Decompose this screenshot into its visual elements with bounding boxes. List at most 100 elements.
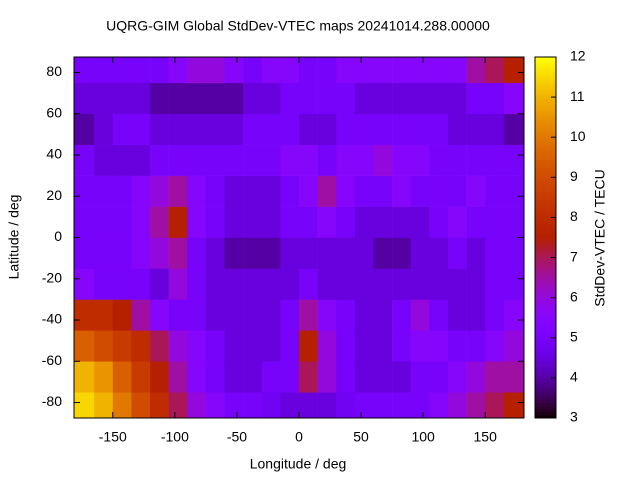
colorbar-swatch (535, 120, 556, 124)
colorbar-swatch (535, 414, 556, 419)
heat-cell (74, 82, 95, 115)
heat-cell (336, 268, 356, 300)
colorbar-tick-label: 4 (570, 369, 578, 385)
heat-cell (150, 57, 169, 84)
heat-cell (447, 330, 467, 362)
heat-cell (354, 82, 374, 115)
colorbar-swatch (535, 255, 556, 259)
colorbar-swatch (535, 333, 556, 338)
heat-cell (336, 299, 356, 331)
colorbar-swatch (535, 75, 556, 79)
colorbar-swatch (535, 384, 556, 389)
heat-cell (485, 113, 505, 145)
heat-cell (503, 175, 525, 207)
heat-cell (74, 113, 95, 145)
colorbar-swatch (535, 117, 556, 121)
heat-cell (392, 144, 412, 176)
colorbar-swatch (535, 258, 556, 262)
colorbar-swatch (535, 198, 556, 202)
colorbar-swatch (535, 213, 556, 217)
heat-cell (168, 330, 188, 362)
heat-cell (373, 57, 393, 84)
colorbar-tick-label: 6 (570, 288, 578, 304)
colorbar-swatch (535, 294, 556, 299)
heat-cell (317, 330, 337, 362)
colorbar-swatch (535, 315, 556, 320)
heat-cell (261, 268, 281, 300)
heat-cell (354, 361, 374, 393)
heat-cell (187, 57, 207, 84)
colorbar-swatch (535, 129, 556, 133)
colorbar-swatch (535, 285, 556, 290)
colorbar-swatch (535, 165, 556, 169)
x-tick-label: 100 (411, 429, 435, 445)
heat-cell (94, 206, 114, 238)
heat-cell (150, 330, 169, 362)
heat-cell (131, 82, 151, 115)
heat-cell (150, 144, 169, 176)
heat-cell (429, 175, 449, 207)
colorbar-swatch (535, 309, 556, 314)
heat-cell (187, 330, 207, 362)
heat-cell (373, 82, 393, 115)
heat-cell (317, 299, 337, 331)
colorbar-swatch (535, 270, 556, 274)
x-tick-label: -150 (99, 429, 127, 445)
colorbar-swatch (535, 228, 556, 232)
chart-title: UQRG-GIM Global StdDev-VTEC maps 2024101… (106, 18, 490, 34)
heat-cell (280, 237, 300, 269)
colorbar-swatch (535, 141, 556, 145)
colorbar-swatch (535, 225, 556, 229)
heat-cell (354, 175, 374, 207)
heat-cell (336, 82, 356, 115)
heat-cell (94, 113, 114, 145)
colorbar-swatch (535, 348, 556, 353)
heat-cell (392, 268, 412, 300)
colorbar-swatch (535, 240, 556, 244)
heat-cell (150, 392, 169, 419)
colorbar-swatch (535, 99, 556, 103)
colorbar-swatch (535, 336, 556, 341)
heat-cell (466, 299, 486, 331)
heat-cell (317, 361, 337, 393)
colorbar-swatch (535, 66, 556, 70)
colorbar-tick-label: 5 (570, 328, 578, 344)
heat-cell (299, 361, 318, 393)
heat-cell (243, 82, 263, 115)
heat-cell (410, 268, 430, 300)
heat-cell (224, 268, 244, 300)
y-tick-label: 20 (46, 187, 62, 203)
heat-cell (74, 237, 95, 269)
colorbar-swatch (535, 93, 556, 97)
colorbar-swatch (535, 234, 556, 238)
colorbar-swatch (535, 396, 556, 401)
heat-cell (299, 175, 318, 207)
heat-cell (354, 330, 374, 362)
heat-cell (373, 268, 393, 300)
heat-cell (392, 299, 412, 331)
heat-cell (485, 330, 505, 362)
heat-cell (429, 237, 449, 269)
heat-cell (74, 299, 95, 331)
colorbar-swatch (535, 105, 556, 109)
heat-cell (392, 57, 412, 84)
heat-cell (74, 57, 95, 84)
heat-cell (410, 361, 430, 393)
heat-cell (280, 206, 300, 238)
colorbar-tick-label: 8 (570, 208, 578, 224)
heat-cell (112, 330, 132, 362)
heat-cell (447, 175, 467, 207)
heat-cell (410, 113, 430, 145)
colorbar-swatch (535, 387, 556, 392)
heat-cell (280, 82, 300, 115)
heat-cell (354, 57, 374, 84)
heat-cell (187, 206, 207, 238)
heat-cell (205, 361, 225, 393)
x-axis-label: Longitude / deg (250, 456, 347, 472)
y-tick-label: -60 (42, 352, 62, 368)
heat-cell (94, 237, 114, 269)
colorbar-swatch (535, 243, 556, 247)
colorbar-swatch (535, 78, 556, 82)
colorbar-swatch (535, 339, 556, 344)
colorbar-swatch (535, 390, 556, 395)
